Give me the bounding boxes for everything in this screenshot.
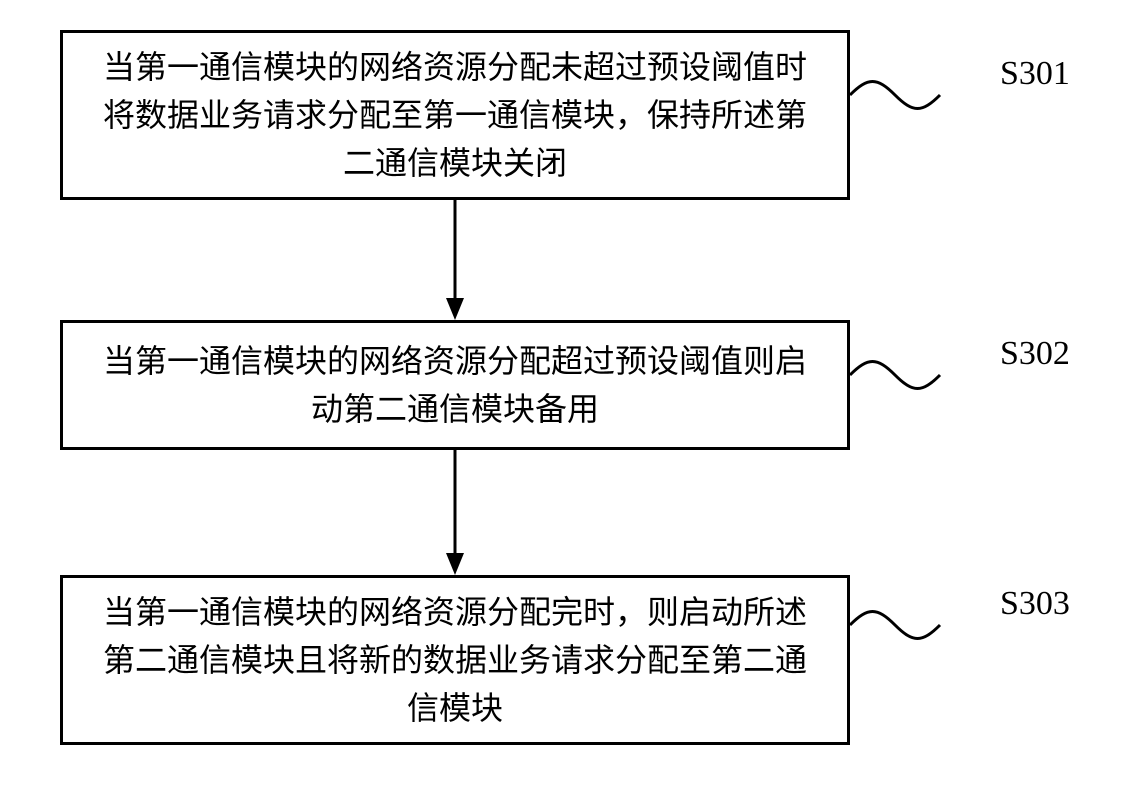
flow-step-box: 当第一通信模块的网络资源分配完时，则启动所述 第二通信模块且将新的数据业务请求分… — [60, 575, 850, 745]
step-label: S303 — [1000, 585, 1070, 623]
flow-step-text: 当第一通信模块的网络资源分配完时，则启动所述 第二通信模块且将新的数据业务请求分… — [103, 588, 807, 732]
flow-step-text: 当第一通信模块的网络资源分配超过预设阈值则启 动第二通信模块备用 — [103, 337, 807, 433]
flowchart-canvas: { "layout": { "canvas": { "width": 1139,… — [0, 0, 1139, 799]
step-label: S301 — [1000, 55, 1070, 93]
flow-step-box: 当第一通信模块的网络资源分配超过预设阈值则启 动第二通信模块备用 — [60, 320, 850, 450]
flow-step-box: 当第一通信模块的网络资源分配未超过预设阈值时 将数据业务请求分配至第一通信模块，… — [60, 30, 850, 200]
step-label: S302 — [1000, 335, 1070, 373]
flow-step-text: 当第一通信模块的网络资源分配未超过预设阈值时 将数据业务请求分配至第一通信模块，… — [103, 43, 807, 187]
